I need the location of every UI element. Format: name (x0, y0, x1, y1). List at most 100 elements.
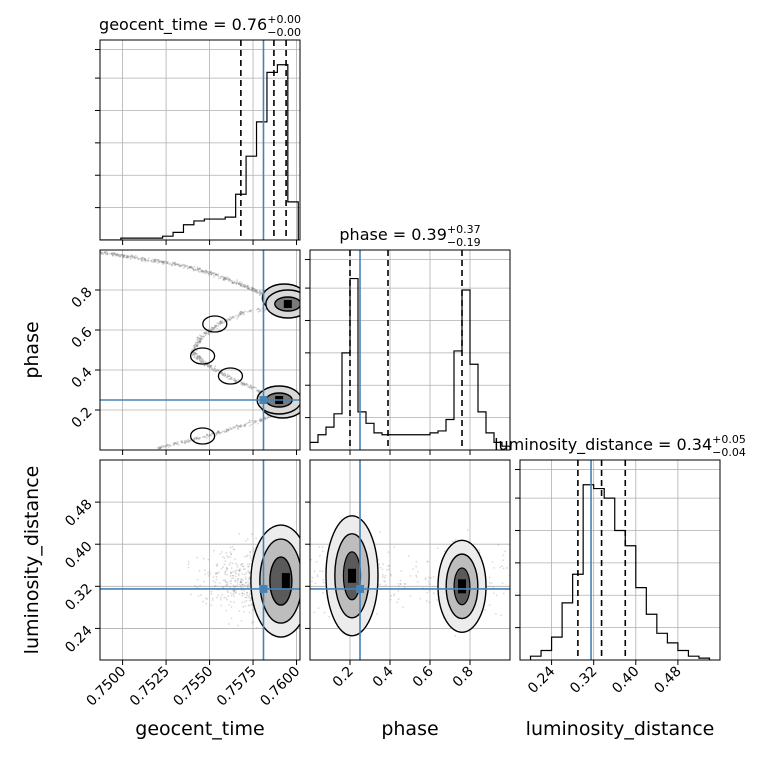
scatter-point (188, 266, 191, 268)
scatter-point (259, 420, 262, 423)
scatter-point (243, 610, 246, 613)
scatter-point (209, 366, 212, 369)
scatter-point (159, 260, 161, 263)
scatter-point (217, 369, 220, 372)
scatter-point (229, 426, 232, 429)
scatter-point (116, 253, 119, 256)
scatter-point (213, 326, 216, 329)
scatter-point (206, 365, 209, 368)
scatter-point (125, 256, 127, 259)
scatter-point (305, 608, 307, 610)
scatter-point (113, 252, 116, 255)
scatter-point (179, 265, 182, 268)
scatter-point (249, 385, 252, 387)
scatter-point (173, 262, 176, 265)
scatter-point (204, 597, 207, 600)
scatter-point (253, 386, 256, 389)
scatter-point (240, 581, 243, 584)
scatter-point (227, 556, 230, 559)
scatter-point (313, 611, 316, 614)
scatter-point (236, 566, 239, 568)
scatter-point (214, 272, 217, 275)
scatter-point (196, 358, 198, 361)
scatter-point (234, 380, 237, 382)
scatter-point (187, 441, 189, 444)
scatter-point (215, 596, 218, 599)
scatter-point (220, 275, 223, 278)
scatter-point (192, 269, 195, 272)
scatter-point (305, 547, 307, 549)
scatter-point (196, 344, 198, 347)
scatter-point (248, 575, 251, 578)
scatter-point (492, 586, 495, 589)
scatter-point (188, 266, 191, 269)
scatter-point (187, 566, 190, 569)
scatter-point (162, 261, 165, 264)
scatter-point (251, 603, 253, 606)
scatter-point (150, 259, 153, 262)
x-tick-label: 0.7525 (127, 664, 173, 710)
scatter-point (168, 444, 171, 447)
scatter-point (384, 583, 387, 586)
scatter-point (257, 307, 260, 310)
title-minus: −0.00 (267, 26, 301, 39)
scatter-point (129, 255, 132, 258)
scatter-point (173, 261, 176, 264)
scatter-point (210, 364, 213, 367)
scatter-point (211, 599, 214, 602)
scatter-point (321, 546, 324, 548)
scatter-point (248, 571, 251, 574)
scatter-point (143, 258, 146, 261)
scatter-point (243, 573, 246, 576)
scatter-point (313, 567, 315, 569)
scatter-point (172, 444, 175, 446)
scatter-point (233, 280, 236, 283)
scatter-point (203, 364, 206, 367)
scatter-point (141, 259, 144, 262)
scatter-point (199, 337, 202, 340)
scatter-point (433, 592, 435, 595)
scatter-point (213, 367, 216, 370)
scatter-point (233, 378, 236, 381)
scatter-point (232, 570, 235, 573)
scatter-point (189, 439, 192, 442)
scatter-point (150, 260, 153, 263)
scatter-point (140, 259, 143, 261)
scatter-point (393, 546, 395, 548)
scatter-point (216, 432, 219, 435)
scatter-point (190, 593, 192, 596)
scatter-point (245, 581, 247, 584)
scatter-point (198, 355, 201, 358)
scatter-point (212, 328, 215, 331)
scatter-point (131, 255, 134, 258)
scatter-point (429, 577, 432, 579)
scatter-point (249, 592, 252, 595)
scatter-point (412, 568, 415, 570)
scatter-point (204, 360, 207, 363)
scatter-point (207, 328, 210, 331)
scatter-point (263, 309, 266, 312)
scatter-point (197, 340, 200, 343)
scatter-point (230, 317, 232, 320)
scatter-point (249, 599, 252, 602)
scatter-point (200, 270, 203, 273)
scatter-point (198, 341, 201, 344)
scatter-point (221, 374, 224, 377)
scatter-point (162, 446, 164, 448)
scatter-point (249, 424, 251, 427)
scatter-point (238, 570, 241, 573)
scatter-point (227, 377, 230, 380)
scatter-point (235, 281, 237, 284)
scatter-point (224, 571, 227, 574)
scatter-point (154, 260, 157, 263)
scatter-point (198, 341, 201, 344)
scatter-point (229, 555, 232, 558)
scatter-point (224, 277, 227, 280)
scatter-point (241, 381, 244, 384)
scatter-point (247, 583, 250, 586)
scatter-point (215, 324, 218, 327)
scatter-point (235, 424, 238, 427)
scatter-point (191, 267, 194, 270)
scatter-point (235, 572, 237, 575)
scatter-point (133, 256, 136, 259)
